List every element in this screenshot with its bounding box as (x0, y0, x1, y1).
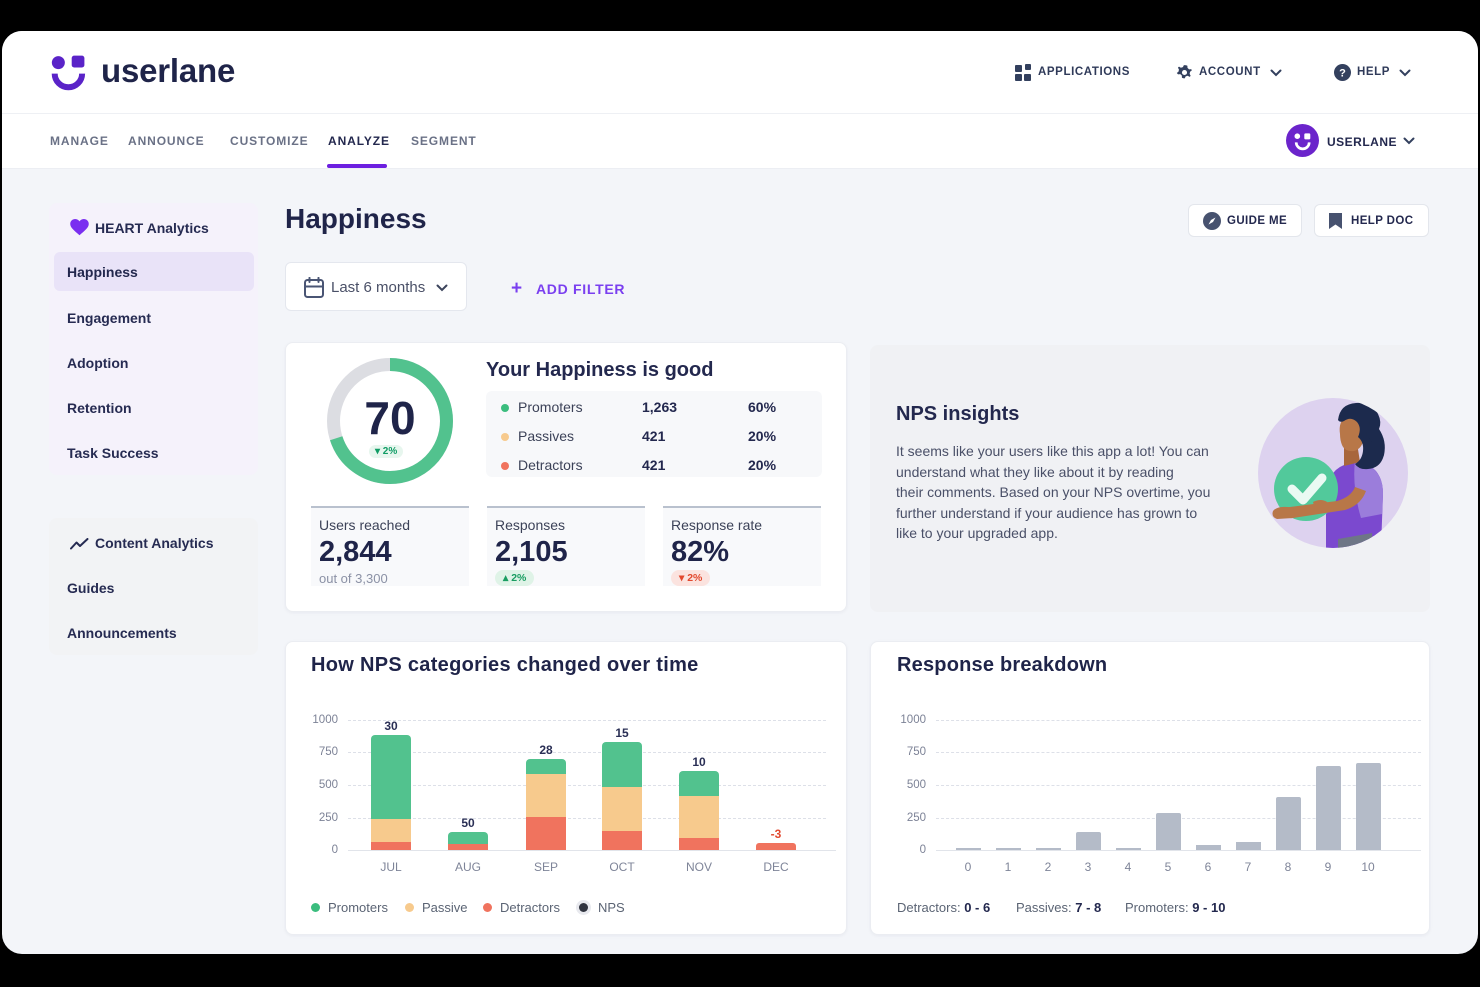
svg-text:?: ? (1339, 68, 1346, 80)
